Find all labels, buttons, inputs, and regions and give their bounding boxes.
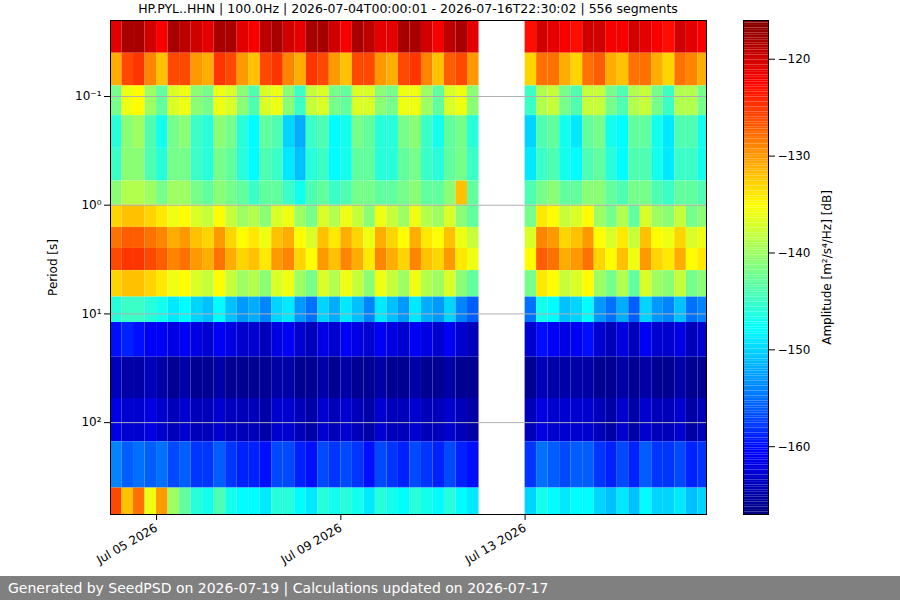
svg-text:Amplitude [m²/s⁴/Hz] [dB]: Amplitude [m²/s⁴/Hz] [dB] [820, 190, 834, 345]
svg-text:Jul 05 2026: Jul 05 2026 [93, 521, 160, 568]
svg-text:Jul 09 2026: Jul 09 2026 [278, 521, 345, 568]
svg-text:−160: −160 [778, 440, 811, 454]
html-text:HP.PYL..HHN | 100.0Hz | 2026-0: HP.PYL..HHN | 100.0Hz | 2026-07-04T00:00… [138, 1, 678, 16]
svg-text:Period [s]: Period [s] [46, 239, 60, 296]
html-text:Generated by SeedPSD on 2026-0: Generated by SeedPSD on 2026-07-19 | Cal… [8, 580, 549, 596]
svg-text:10¹: 10¹ [81, 307, 101, 321]
svg-text:−130: −130 [778, 149, 811, 163]
svg-text:10⁻¹: 10⁻¹ [75, 89, 102, 103]
svg-text:10⁰: 10⁰ [81, 198, 101, 212]
svg-text:−140: −140 [778, 246, 811, 260]
svg-text:Jul 13 2026: Jul 13 2026 [462, 521, 529, 568]
svg-text:10²: 10² [81, 415, 101, 429]
svg-text:−120: −120 [778, 52, 811, 66]
svg-text:−150: −150 [778, 343, 811, 357]
